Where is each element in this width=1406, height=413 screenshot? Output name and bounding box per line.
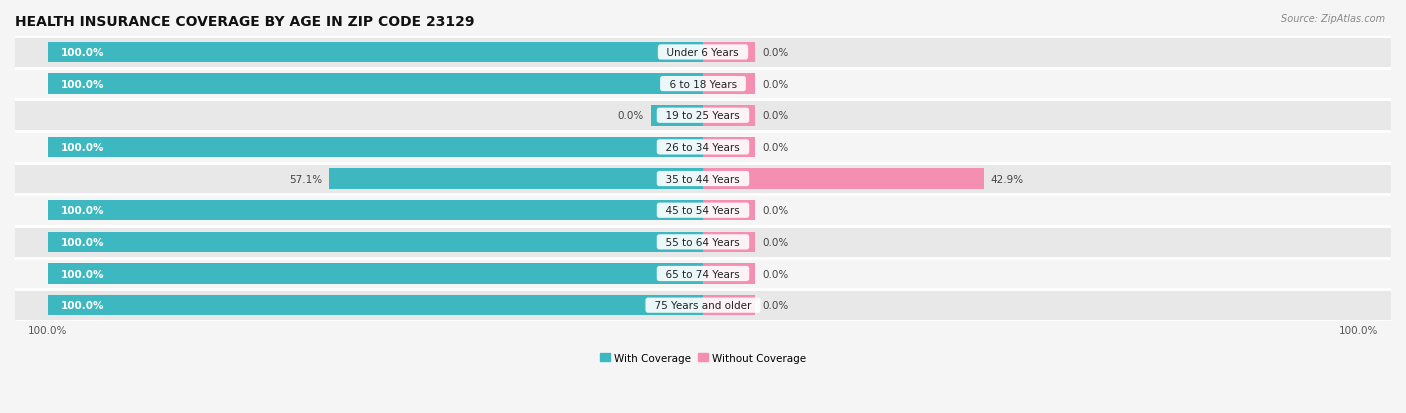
Bar xyxy=(48,232,703,252)
Text: 26 to 34 Years: 26 to 34 Years xyxy=(659,142,747,152)
Bar xyxy=(15,37,1391,69)
Text: 57.1%: 57.1% xyxy=(290,174,322,184)
Text: 100.0%: 100.0% xyxy=(60,269,104,279)
Bar xyxy=(48,43,703,63)
Bar xyxy=(15,100,1391,132)
Text: 0.0%: 0.0% xyxy=(762,269,789,279)
Bar xyxy=(15,163,1391,195)
Text: 0.0%: 0.0% xyxy=(762,237,789,247)
Bar xyxy=(15,195,1391,226)
Bar xyxy=(329,169,703,190)
Bar xyxy=(703,43,755,63)
Text: 100.0%: 100.0% xyxy=(60,48,104,58)
Text: 65 to 74 Years: 65 to 74 Years xyxy=(659,269,747,279)
Bar xyxy=(48,200,703,221)
Legend: With Coverage, Without Coverage: With Coverage, Without Coverage xyxy=(596,349,810,367)
Text: 0.0%: 0.0% xyxy=(762,300,789,311)
Text: 100.0%: 100.0% xyxy=(60,206,104,216)
Text: 0.0%: 0.0% xyxy=(762,111,789,121)
Text: 42.9%: 42.9% xyxy=(991,174,1024,184)
Text: Under 6 Years: Under 6 Years xyxy=(661,48,745,58)
Text: HEALTH INSURANCE COVERAGE BY AGE IN ZIP CODE 23129: HEALTH INSURANCE COVERAGE BY AGE IN ZIP … xyxy=(15,15,474,29)
Bar xyxy=(703,74,755,95)
Bar xyxy=(15,226,1391,258)
Text: 0.0%: 0.0% xyxy=(762,79,789,89)
Bar xyxy=(703,137,755,158)
Bar xyxy=(48,263,703,284)
Text: 0.0%: 0.0% xyxy=(617,111,644,121)
Bar xyxy=(703,200,755,221)
Text: 75 Years and older: 75 Years and older xyxy=(648,300,758,311)
Bar xyxy=(48,295,703,316)
Bar xyxy=(15,290,1391,321)
Bar xyxy=(48,74,703,95)
Text: 6 to 18 Years: 6 to 18 Years xyxy=(662,79,744,89)
Text: 0.0%: 0.0% xyxy=(762,142,789,152)
Text: 45 to 54 Years: 45 to 54 Years xyxy=(659,206,747,216)
Text: 0.0%: 0.0% xyxy=(762,206,789,216)
Bar xyxy=(703,106,755,126)
Bar xyxy=(703,169,984,190)
Text: 19 to 25 Years: 19 to 25 Years xyxy=(659,111,747,121)
Text: 100.0%: 100.0% xyxy=(60,79,104,89)
Text: 0.0%: 0.0% xyxy=(762,48,789,58)
Bar xyxy=(651,106,703,126)
Bar xyxy=(703,263,755,284)
Bar xyxy=(703,232,755,252)
Text: 35 to 44 Years: 35 to 44 Years xyxy=(659,174,747,184)
Text: 100.0%: 100.0% xyxy=(60,237,104,247)
Bar xyxy=(15,258,1391,290)
Bar xyxy=(15,132,1391,163)
Bar xyxy=(703,295,755,316)
Text: 100.0%: 100.0% xyxy=(60,300,104,311)
Text: Source: ZipAtlas.com: Source: ZipAtlas.com xyxy=(1281,14,1385,24)
Bar xyxy=(48,137,703,158)
Text: 55 to 64 Years: 55 to 64 Years xyxy=(659,237,747,247)
Bar xyxy=(15,69,1391,100)
Text: 100.0%: 100.0% xyxy=(60,142,104,152)
